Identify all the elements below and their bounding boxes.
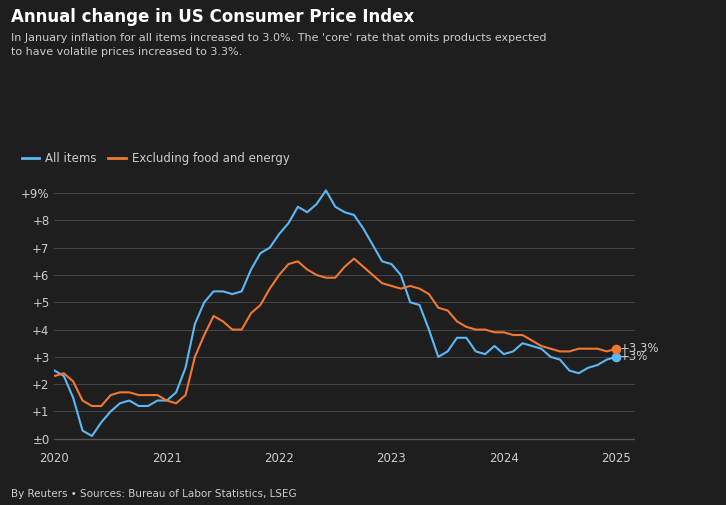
Text: In January inflation for all items increased to 3.0%. The 'core' rate that omits: In January inflation for all items incre…: [11, 33, 547, 57]
Point: [611, 353, 622, 361]
Legend: All items, Excluding food and energy: All items, Excluding food and energy: [17, 147, 295, 170]
Point: [611, 344, 622, 352]
Text: By Reuters • Sources: Bureau of Labor Statistics, LSEG: By Reuters • Sources: Bureau of Labor St…: [11, 489, 296, 499]
Text: +3.3%: +3.3%: [619, 342, 659, 355]
Text: Annual change in US Consumer Price Index: Annual change in US Consumer Price Index: [11, 8, 414, 26]
Text: +3%: +3%: [619, 350, 648, 364]
